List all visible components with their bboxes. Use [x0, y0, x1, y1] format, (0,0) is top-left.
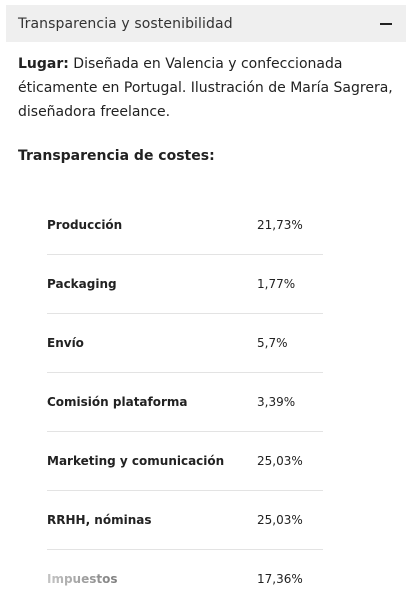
cost-value: 1,77%: [257, 277, 296, 291]
description-text: Diseñada en Valencia y confeccionada éti…: [18, 56, 393, 120]
description: Lugar: Diseñada en Valencia y confeccion…: [18, 52, 398, 124]
cost-table: Producción 21,73% Packaging 1,77% Envío …: [47, 196, 323, 608]
description-label: Lugar:: [18, 56, 69, 72]
accordion-header[interactable]: Transparencia y sostenibilidad: [6, 5, 406, 42]
cost-label: RRHH, nóminas: [47, 513, 152, 527]
cost-row: Comisión plataforma 3,39%: [47, 372, 323, 431]
cost-label: Producción: [47, 218, 123, 232]
cost-value: 21,73%: [257, 218, 303, 232]
cost-label: Marketing y comunicación: [47, 454, 225, 468]
cost-row: Envío 5,7%: [47, 313, 323, 372]
cost-value: 17,36%: [257, 572, 303, 586]
cost-row: Producción 21,73%: [47, 196, 323, 254]
cost-value: 5,7%: [257, 336, 288, 350]
cost-label: Packaging: [47, 277, 117, 291]
cost-row: RRHH, nóminas 25,03%: [47, 490, 323, 549]
accordion-title: Transparencia y sostenibilidad: [18, 15, 233, 32]
cost-value: 25,03%: [257, 454, 303, 468]
cost-row: Packaging 1,77%: [47, 254, 323, 313]
cost-transparency-heading: Transparencia de costes:: [18, 148, 215, 164]
minus-icon[interactable]: [380, 22, 392, 25]
cost-label: Envío: [47, 336, 84, 350]
cost-row: Marketing y comunicación 25,03%: [47, 431, 323, 490]
cost-value: 3,39%: [257, 395, 296, 409]
bottom-fade-overlay: [0, 568, 210, 594]
cost-value: 25,03%: [257, 513, 303, 527]
cost-label: Comisión plataforma: [47, 395, 188, 409]
